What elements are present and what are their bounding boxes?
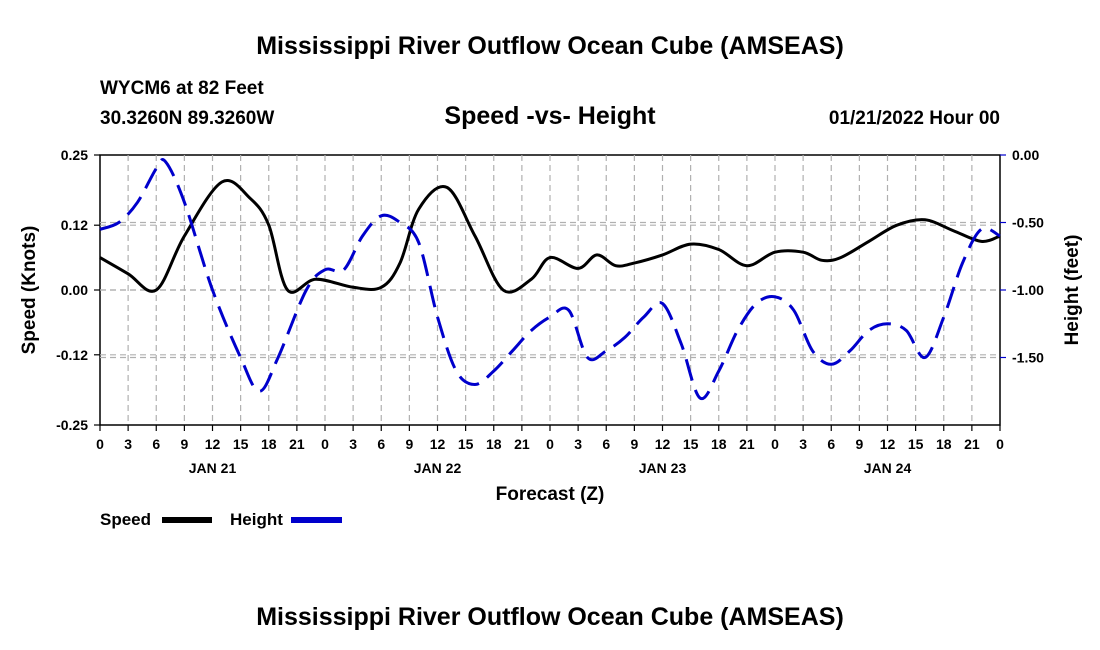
legend-speed-label: Speed xyxy=(100,510,151,529)
left-tick-label: -0.25 xyxy=(56,417,88,433)
x-tick-label: 18 xyxy=(486,436,502,452)
x-tick-label: 15 xyxy=(683,436,699,452)
x-tick-label: 9 xyxy=(855,436,863,452)
left-tick-label: 0.25 xyxy=(61,147,88,163)
x-tick-label: 21 xyxy=(739,436,755,452)
x-tick-label: 0 xyxy=(771,436,779,452)
chart-subtitle: Speed -vs- Height xyxy=(444,102,656,130)
right-tick-label: 0.00 xyxy=(1012,147,1039,163)
x-tick-label: 15 xyxy=(908,436,924,452)
footer-title: Mississippi River Outflow Ocean Cube (AM… xyxy=(256,603,844,631)
right-axis: 0.00 -0.50 -1.00 -1.50 xyxy=(1000,147,1044,366)
y-axis-left-label: Speed (Knots) xyxy=(19,226,40,355)
y-axis-right-label: Height (feet) xyxy=(1062,235,1083,346)
x-tick-label: 3 xyxy=(349,436,357,452)
day-label: JAN 24 xyxy=(864,460,912,476)
x-tick-label: 0 xyxy=(96,436,104,452)
right-tick-label: -0.50 xyxy=(1012,215,1044,231)
left-tick-label: 0.12 xyxy=(61,217,88,233)
height-series-line xyxy=(99,158,1001,401)
left-tick-label: -0.12 xyxy=(56,347,88,363)
x-tick-label: 21 xyxy=(964,436,980,452)
day-label: JAN 23 xyxy=(639,460,687,476)
x-tick-label: 15 xyxy=(458,436,474,452)
x-tick-label: 6 xyxy=(602,436,610,452)
x-tick-label: 6 xyxy=(377,436,385,452)
plot-area: 0.25 0.12 0.00 -0.12 -0.25 0.00 -0.50 -1.00 -1.… xyxy=(56,147,1044,476)
coords-label: 30.3260N 89.3260W xyxy=(100,108,274,129)
left-tick-label: 0.00 xyxy=(61,282,88,298)
x-tick-label: 12 xyxy=(205,436,221,452)
x-tick-label: 18 xyxy=(261,436,277,452)
x-axis-label: Forecast (Z) xyxy=(496,484,605,505)
left-axis: 0.25 0.12 0.00 -0.12 -0.25 xyxy=(56,147,100,433)
x-tick-label: 3 xyxy=(799,436,807,452)
x-tick-label: 18 xyxy=(936,436,952,452)
x-tick-label: 9 xyxy=(405,436,413,452)
speed-series-line xyxy=(99,179,1001,294)
x-tick-label: 6 xyxy=(827,436,835,452)
x-tick-label: 0 xyxy=(996,436,1004,452)
series-layer xyxy=(99,158,1001,401)
grid-lines xyxy=(100,155,1000,425)
datetime-label: 01/21/2022 Hour 00 xyxy=(829,108,1000,129)
x-tick-label: 12 xyxy=(880,436,896,452)
station-label: WYCM6 at 82 Feet xyxy=(100,78,264,99)
legend-height-label: Height xyxy=(230,510,283,529)
day-label: JAN 21 xyxy=(189,460,237,476)
x-tick-label: 21 xyxy=(289,436,305,452)
day-label: JAN 22 xyxy=(414,460,462,476)
x-tick-label: 9 xyxy=(180,436,188,452)
x-axis: 0 3 6 9 12 15 18 21 0 3 6 9 12 15 18 21 0 3 6 9 12 15 18 21 0 3 6 9… xyxy=(96,425,1004,476)
x-tick-label: 3 xyxy=(574,436,582,452)
right-tick-label: -1.00 xyxy=(1012,282,1044,298)
x-tick-label: 15 xyxy=(233,436,249,452)
x-tick-label: 12 xyxy=(655,436,671,452)
x-tick-label: 6 xyxy=(152,436,160,452)
x-tick-label: 3 xyxy=(124,436,132,452)
x-tick-label: 21 xyxy=(514,436,530,452)
x-tick-label: 0 xyxy=(321,436,329,452)
main-title: Mississippi River Outflow Ocean Cube (AM… xyxy=(256,32,844,60)
x-tick-label: 12 xyxy=(430,436,446,452)
right-tick-label: -1.50 xyxy=(1012,350,1044,366)
legend: Speed Height xyxy=(100,510,342,529)
x-tick-label: 9 xyxy=(630,436,638,452)
x-tick-label: 18 xyxy=(711,436,727,452)
x-tick-label: 0 xyxy=(546,436,554,452)
